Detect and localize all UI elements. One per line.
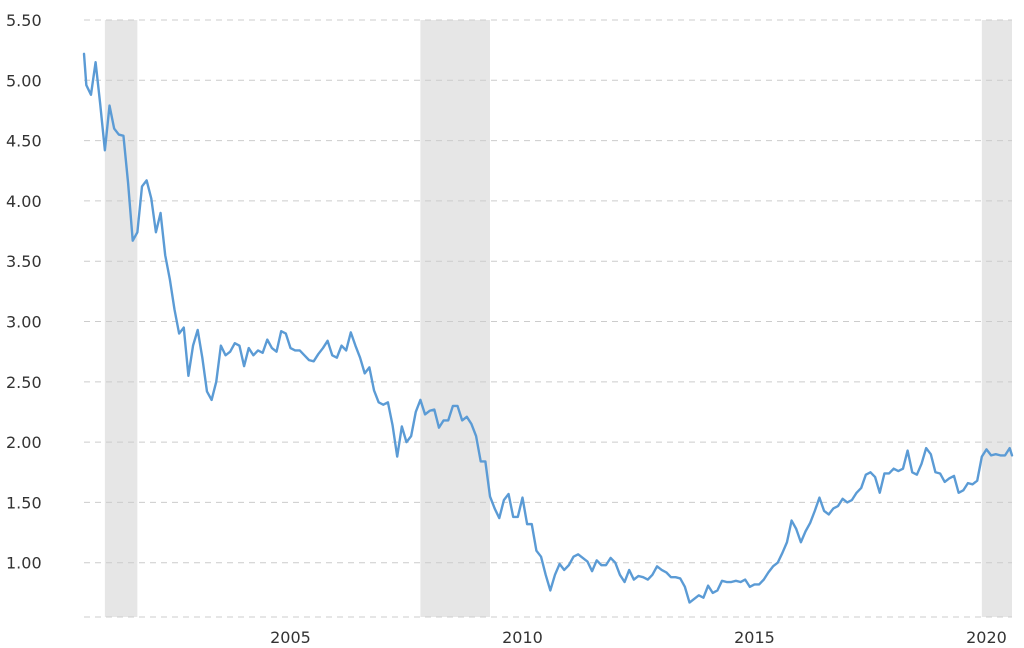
y-tick-label: 3.50: [6, 252, 42, 271]
y-tick-label: 1.50: [6, 493, 42, 512]
y-tick-label: 5.00: [6, 71, 42, 90]
x-tick-label: 2005: [270, 628, 311, 647]
recession-band-2: [420, 20, 490, 617]
recession-bands: [104, 20, 1012, 617]
y-tick-label: 4.50: [6, 132, 42, 151]
recession-band-1: [104, 20, 138, 617]
y-tick-label: 5.50: [6, 11, 42, 30]
x-axis-tick-labels: 2005 2010 2015 2020: [270, 628, 1007, 647]
x-tick-label: 2015: [734, 628, 775, 647]
y-tick-label: 4.00: [6, 192, 42, 211]
x-tick-label: 2010: [502, 628, 543, 647]
series-layer: [82, 52, 1014, 604]
series-line-1: [82, 52, 1014, 604]
gridlines: [84, 19, 1012, 618]
y-axis-tick-labels: 1.00 1.50 2.00 2.50 3.00 3.50 4.00 4.50 5.00 5.50: [6, 11, 42, 573]
y-tick-label: 2.50: [6, 373, 42, 392]
y-tick-label: 1.00: [6, 554, 42, 573]
y-tick-label: 2.00: [6, 433, 42, 452]
recession-band-3: [981, 20, 1012, 617]
y-tick-label: 3.00: [6, 313, 42, 332]
x-tick-label: 2020: [966, 628, 1007, 647]
